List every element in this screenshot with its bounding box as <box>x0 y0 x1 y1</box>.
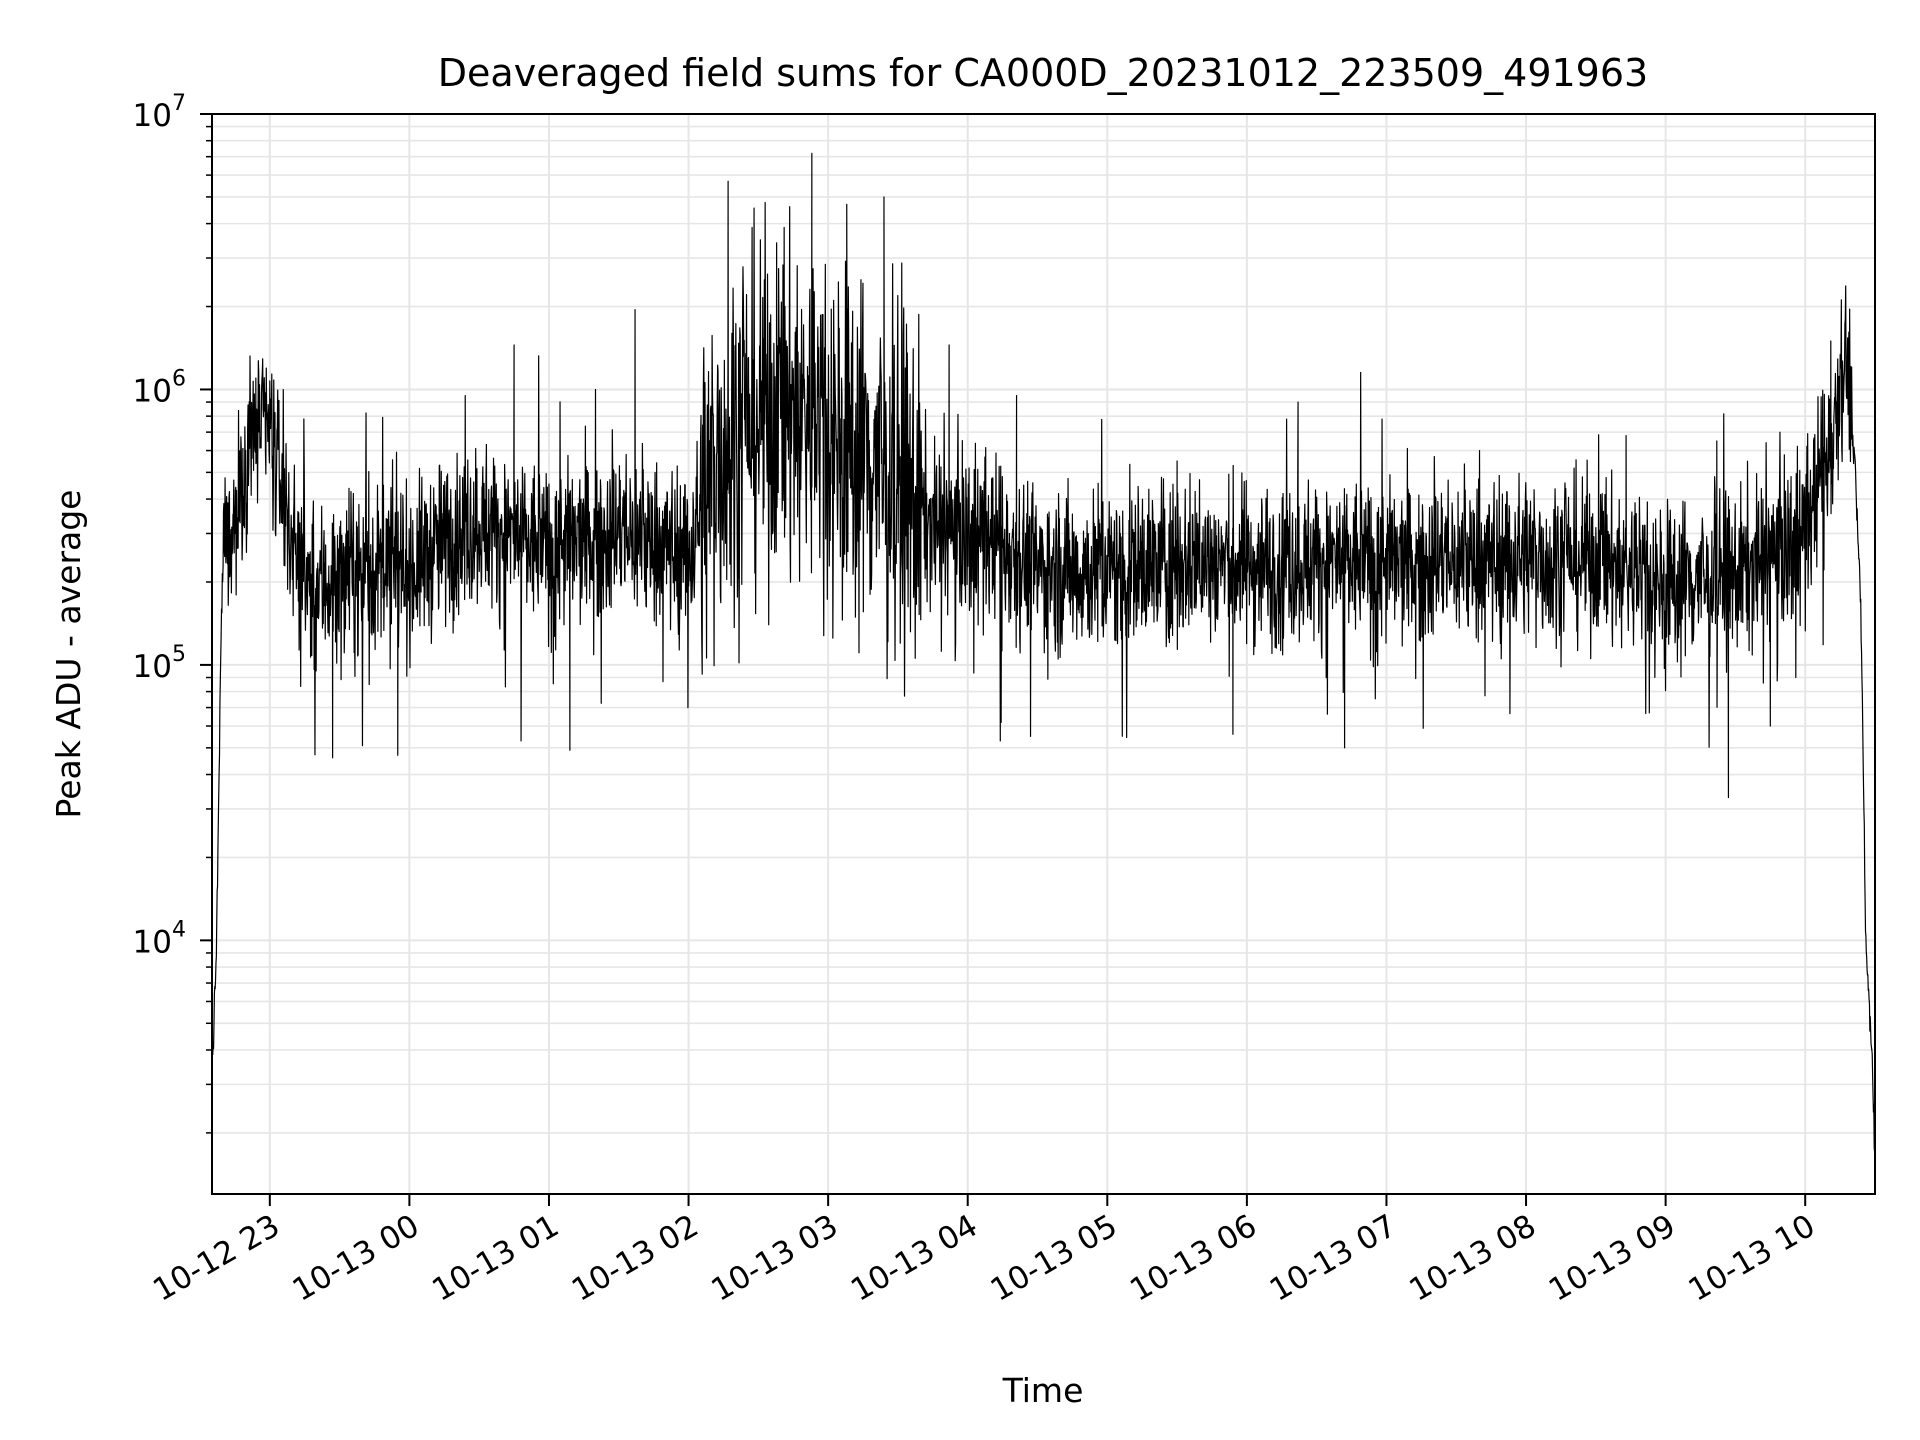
y-tick-base: 10 <box>133 649 172 685</box>
y-tick-label: 104 <box>133 917 186 960</box>
plot-series <box>211 152 1876 1159</box>
y-tick-base: 10 <box>133 98 172 134</box>
series-line <box>211 152 1876 1159</box>
y-tick-label: 106 <box>133 366 186 409</box>
x-axis-label: Time <box>1002 1371 1084 1410</box>
chart-title: Deaveraged field sums for CA000D_2023101… <box>438 51 1648 95</box>
y-axis-label: Peak ADU - average <box>49 490 88 819</box>
y-tick-base: 10 <box>133 373 172 409</box>
y-tick-exponent: 6 <box>172 366 186 391</box>
y-tick-exponent: 4 <box>172 917 186 942</box>
y-tick-base: 10 <box>133 924 172 960</box>
y-tick-label: 107 <box>133 91 186 134</box>
y-tick-exponent: 5 <box>172 642 186 667</box>
y-tick-label: 105 <box>133 642 186 685</box>
plot-frame <box>211 113 1876 1195</box>
y-tick-exponent: 7 <box>172 91 186 116</box>
